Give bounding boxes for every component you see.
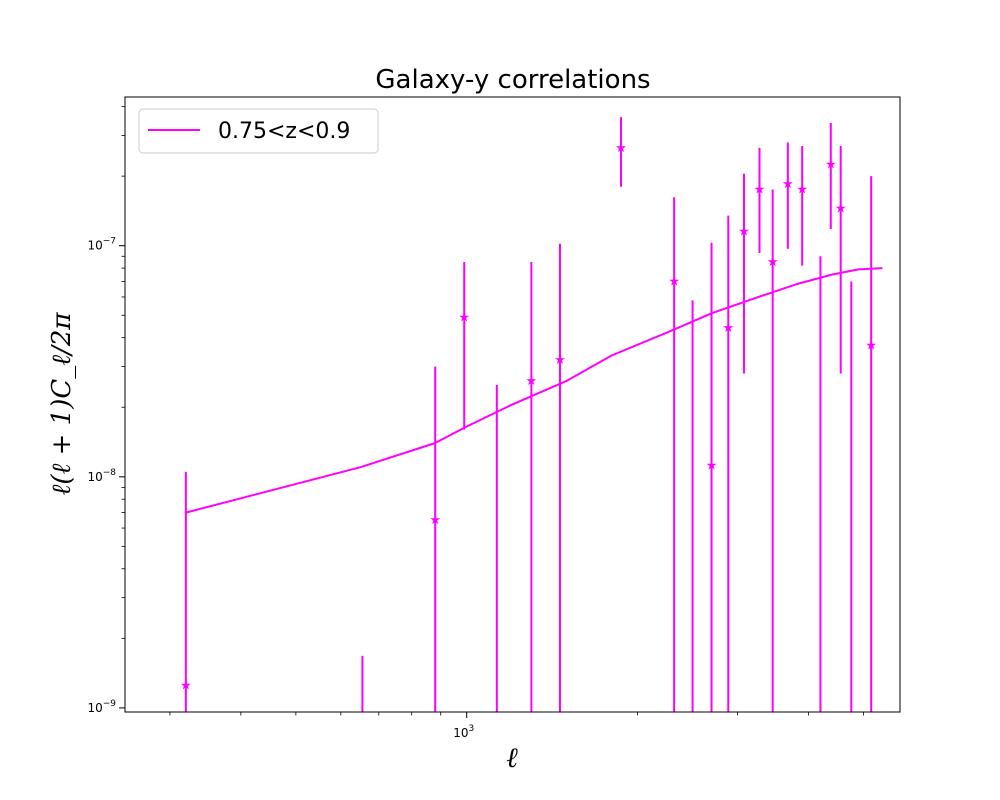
data-point-star-8: ★ — [668, 275, 680, 290]
series-line — [185, 267, 883, 514]
legend: 0.75<z<0.9 — [138, 108, 379, 154]
y-tick-label-0: 10−9 — [87, 699, 116, 715]
data-point-star-2: ★ — [429, 513, 441, 528]
y-axis-label: ℓ(ℓ + 1)C_ℓ/2π — [47, 312, 77, 496]
chart-title: Galaxy-y correlations — [375, 65, 650, 95]
data-point-star-7: ★ — [615, 141, 627, 156]
y-tick-label-1: 10−8 — [87, 468, 116, 484]
data-point-star-3: ★ — [458, 310, 470, 325]
data-point-star-21: ★ — [865, 338, 877, 353]
plot-area: ★★★★★★★★★★★★★ ★★★★ — [180, 117, 883, 712]
plot-frame — [124, 96, 901, 713]
data-point-star-14: ★ — [767, 255, 779, 270]
axis-ticks: 10−9 10−8 10−7 103 — [87, 106, 864, 740]
data-point-star-16: ★ — [796, 183, 808, 198]
data-point-star-19: ★ — [835, 201, 847, 216]
data-point-star-6: ★ — [554, 353, 566, 368]
data-point-star-15: ★ — [782, 177, 794, 192]
data-point-star-11: ★ — [722, 321, 734, 336]
data-point-star-13: ★ — [754, 183, 766, 198]
data-point-star-18: ★ — [825, 157, 837, 172]
data-point-star-5: ★ — [526, 374, 538, 389]
x-tick-label-0: 103 — [453, 724, 474, 740]
x-axis-label: ℓ — [506, 741, 518, 774]
data-point-star-10: ★ — [706, 458, 718, 473]
legend-box — [138, 108, 379, 154]
legend-label: 0.75<z<0.9 — [218, 119, 350, 144]
y-tick-label-2: 10−7 — [87, 237, 116, 253]
data-point-star-0: ★ — [180, 679, 192, 694]
data-point-star-12: ★ — [738, 225, 750, 240]
